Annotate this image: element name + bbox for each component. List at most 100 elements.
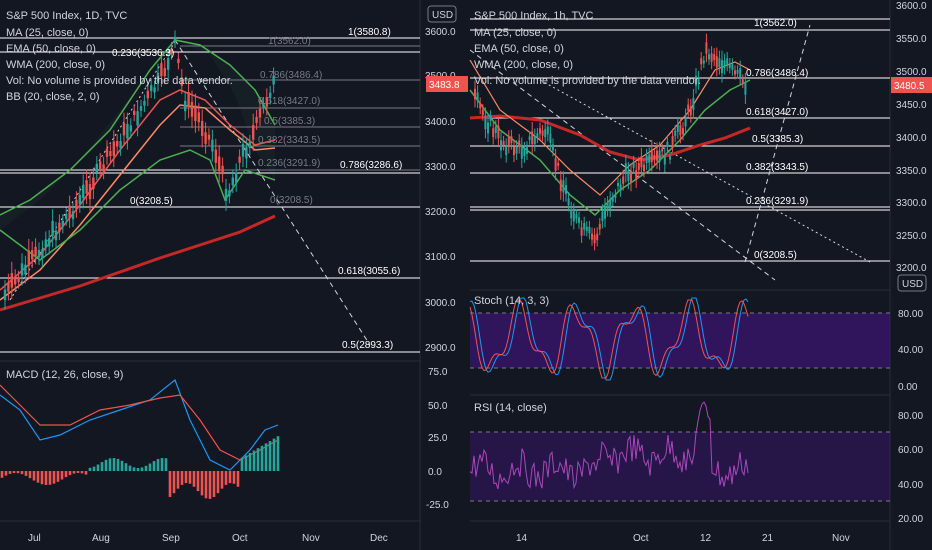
macd-histogram-bar <box>144 465 148 471</box>
candle-body <box>726 58 729 65</box>
left-currency-button[interactable] <box>427 5 457 23</box>
candle-body <box>611 197 614 202</box>
right-time-oct: Oct <box>633 533 649 544</box>
candle-body <box>531 131 534 145</box>
left-time-jul: Jul <box>28 533 41 544</box>
left-bb-legend[interactable]: BB (20, close, 2, 0) <box>6 91 100 103</box>
candle-body <box>187 92 190 107</box>
candle-body <box>513 146 515 156</box>
candle-body <box>741 79 744 84</box>
candle-body <box>666 141 669 147</box>
left-wma-legend[interactable]: WMA (200, close, 0) <box>6 59 105 71</box>
macd-histogram-bar <box>260 445 264 471</box>
candle-body <box>207 134 211 140</box>
candle-body <box>648 154 651 163</box>
right-ma-legend[interactable]: MA (25, close, 0) <box>474 27 557 39</box>
rsi-axis-40: 40.00 <box>898 480 923 491</box>
candle-body <box>567 198 570 206</box>
right-dashed-trendline[interactable] <box>469 49 776 281</box>
left-price-badge <box>426 76 468 92</box>
stoch-title[interactable]: Stoch (14, 3, 3) <box>474 295 549 307</box>
left-vol-legend[interactable]: Vol: No volume is provided by the data v… <box>6 75 233 87</box>
candle-body <box>523 148 526 157</box>
right-chart-panel[interactable]: S&P 500 Index, 1h, TVC MA (25, close, 0)… <box>469 0 932 550</box>
candle-body <box>593 235 596 244</box>
candle-body <box>177 58 180 64</box>
candle-body <box>262 103 265 108</box>
left-price-2900: 2900.0 <box>425 343 456 354</box>
macd-histogram-bar <box>112 458 116 471</box>
candle-body <box>684 116 687 127</box>
candle-body <box>630 171 632 183</box>
candle-body <box>252 125 255 140</box>
candle-body <box>197 112 200 123</box>
right-fib-0382-label: 0.382(3343.5) <box>746 162 808 173</box>
macd-histogram-bar <box>208 471 212 499</box>
macd-histogram-bar <box>264 443 268 471</box>
candle-body <box>27 250 30 266</box>
candle-body <box>238 156 241 163</box>
macd-histogram-bar <box>160 458 164 471</box>
candle-body <box>153 87 156 93</box>
macd-histogram-bar <box>252 450 256 471</box>
svg-text:0.786(3486.4): 0.786(3486.4) <box>260 70 322 81</box>
candle-body <box>474 88 476 100</box>
left-ema-legend[interactable]: EMA (50, close, 0) <box>6 43 96 55</box>
right-projection-trendline[interactable] <box>744 24 811 263</box>
left-wma-line <box>0 214 276 312</box>
candle-body <box>41 249 44 259</box>
macd-histogram-bar <box>272 438 276 471</box>
rsi-title[interactable]: RSI (14, close) <box>474 402 547 414</box>
svg-text:0.236(3291.9): 0.236(3291.9) <box>258 158 320 169</box>
candle-body <box>78 194 81 205</box>
candle-body <box>214 149 217 163</box>
right-price-3450: 3450.0 <box>896 100 927 111</box>
macd-histogram-bar <box>120 460 124 471</box>
candle-body <box>88 183 92 200</box>
candle-body <box>180 77 183 86</box>
candle-body <box>570 209 573 219</box>
macd-line <box>0 379 279 471</box>
candle-body <box>572 211 575 222</box>
candle-body <box>541 130 544 136</box>
macd-histogram-bar <box>8 471 12 474</box>
candle-body <box>510 136 513 144</box>
candle-body <box>734 70 736 75</box>
left-time-aug: Aug <box>92 533 110 544</box>
candle-body <box>721 60 723 74</box>
candle-body <box>489 115 492 121</box>
candle-body <box>695 75 697 86</box>
left-time-dec: Dec <box>370 533 388 544</box>
candle-body <box>99 161 102 171</box>
candle-body <box>245 147 248 159</box>
left-chart-panel[interactable]: S&P 500 Index, 1D, TVC MA (25, close, 0)… <box>0 0 468 550</box>
right-ema-legend[interactable]: EMA (50, close, 0) <box>474 43 564 55</box>
candle-body <box>228 190 231 197</box>
macd-axis-75: 75.0 <box>428 367 448 378</box>
candle-body <box>136 111 139 126</box>
candle-body <box>102 164 105 172</box>
left-price-3200: 3200.0 <box>425 207 456 218</box>
right-currency-label: USD <box>902 279 923 290</box>
left-ma-legend[interactable]: MA (25, close, 0) <box>6 27 89 39</box>
right-currency-button[interactable] <box>897 274 927 292</box>
candle-body <box>614 194 617 198</box>
candle-body <box>129 125 132 132</box>
left-price-3100: 3100.0 <box>425 252 456 263</box>
right-price-3600: 3600.0 <box>896 1 927 12</box>
right-fib-0-label: 0(3208.5) <box>754 250 797 261</box>
candle-body <box>663 155 666 165</box>
candle-body <box>204 132 207 144</box>
right-price-3350: 3350.0 <box>896 166 927 177</box>
macd-histogram-bar <box>184 471 188 484</box>
candle-body <box>645 155 648 164</box>
candle-body <box>632 161 635 168</box>
macd-histogram-bar <box>188 471 192 484</box>
candle-body <box>492 128 495 138</box>
candle-body <box>591 233 593 240</box>
right-wma-legend[interactable]: WMA (200, close, 0) <box>474 59 573 71</box>
right-vol-legend[interactable]: Vol: No volume is provided by the data v… <box>474 75 701 87</box>
candle-body <box>34 246 37 256</box>
macd-title[interactable]: MACD (12, 26, close, 9) <box>6 369 123 381</box>
left-dashed-trendline[interactable] <box>174 39 371 346</box>
